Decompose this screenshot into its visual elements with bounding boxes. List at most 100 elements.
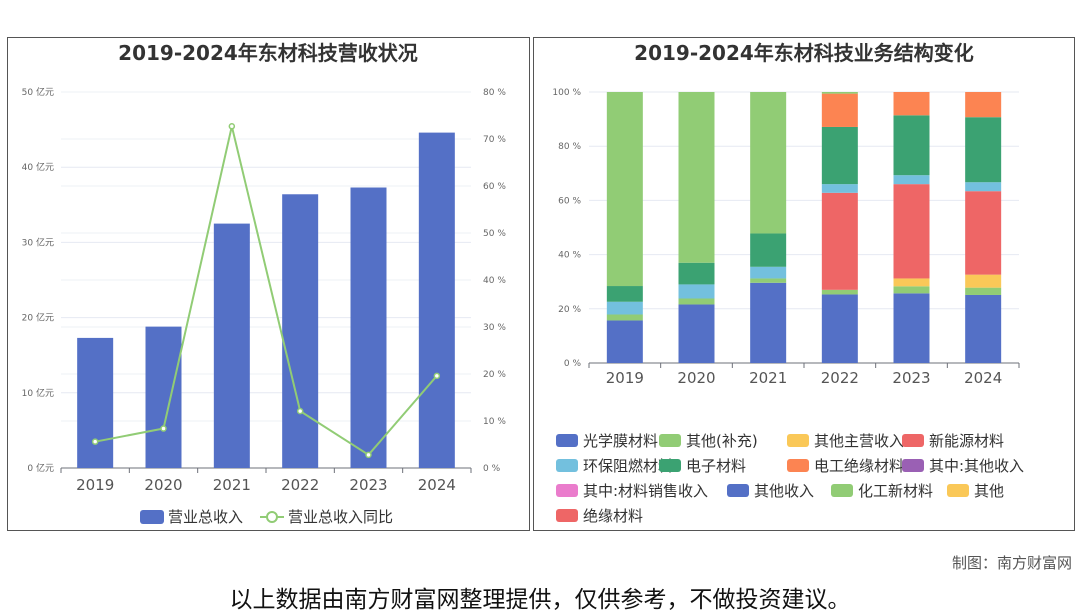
legend-swatch	[659, 459, 681, 472]
y-tick-label: 80 %	[558, 142, 581, 152]
stacked-bar-segment	[678, 284, 715, 299]
y2-tick-label: 50 %	[483, 229, 506, 239]
legend-swatch	[787, 459, 809, 472]
stacked-bar-segment	[965, 274, 1002, 288]
legend-label: 其他	[974, 482, 1004, 500]
legend-label: 其他(补充)	[686, 432, 758, 450]
stacked-bar-segment	[821, 126, 858, 185]
y-tick-label: 100 %	[552, 88, 581, 98]
legend-label: 其他主营收入	[814, 432, 904, 450]
stacked-bar-segment	[893, 115, 930, 176]
y-tick-label: 50 亿元	[22, 86, 54, 98]
y2-tick-label: 30 %	[483, 323, 506, 333]
yoy-growth-point	[228, 123, 236, 130]
stacked-bar-segment	[965, 92, 1002, 118]
legend-swatch	[556, 459, 578, 472]
stacked-bar-segment	[893, 92, 930, 116]
y2-tick-label: 80 %	[483, 88, 506, 98]
y-tick-label: 40 亿元	[22, 161, 54, 173]
legend-label: 新能源材料	[929, 432, 1004, 450]
chart-title: 2019-2024年东材科技业务结构变化	[634, 41, 974, 65]
stacked-bar-segment	[893, 293, 930, 363]
revenue-chart-panel: 2019-2024年东材科技营收状况 0 亿元 10 亿元 20 亿元 30 亿元 40 …	[7, 37, 530, 531]
business-structure-chart-panel: 2019-2024年东材科技业务结构变化 0 % 20 % 40 % 60 % 80 % 1…	[533, 37, 1075, 531]
y-tick-label: 20 %	[558, 305, 581, 315]
stacked-bar-segment	[821, 289, 858, 295]
x-tick-label: 2021	[213, 476, 251, 494]
stacked-bar-segment	[606, 320, 643, 363]
legend-swatch-yoy-marker	[266, 511, 278, 523]
stacked-bar-segment	[678, 92, 715, 263]
stacked-bar-segment	[606, 286, 643, 302]
stacked-bar-segment	[750, 92, 787, 234]
x-tick-label: 2023	[892, 369, 930, 387]
legend-label: 化工新材料	[858, 482, 933, 500]
revenue-bar	[418, 132, 455, 468]
stacked-bar-segment	[893, 175, 930, 185]
yoy-growth-point	[433, 372, 441, 380]
revenue-bar	[77, 337, 114, 468]
stacked-bar-segment	[821, 92, 858, 94]
y-tick-label: 60 %	[558, 196, 581, 206]
stacked-bar-segment	[893, 278, 930, 287]
stacked-bar-segment	[965, 182, 1002, 192]
y-tick-label: 0 亿元	[27, 462, 54, 474]
x-tick-label: 2020	[144, 476, 182, 494]
yoy-growth-point	[91, 438, 99, 445]
x-tick-label: 2021	[749, 369, 787, 387]
y2-tick-label: 20 %	[483, 370, 506, 380]
chart-title: 2019-2024年东材科技营收状况	[118, 41, 418, 65]
legend-swatch-revenue	[140, 510, 164, 524]
stacked-bar-segment	[750, 278, 787, 283]
disclaimer: 以上数据由南方财富网整理提供，仅供参考，不做投资建议。	[229, 587, 851, 613]
x-tick-label: 2023	[349, 476, 387, 494]
stacked-bar-segment	[965, 117, 1002, 183]
stacked-bar-segment	[678, 262, 715, 285]
revenue-bar	[282, 194, 319, 468]
x-tick-label: 2020	[677, 369, 715, 387]
stacked-bar-segment	[821, 192, 858, 290]
stacked-bar-segment	[821, 294, 858, 363]
y-tick-label: 20 亿元	[22, 312, 54, 324]
legend-swatch	[787, 434, 809, 447]
x-tick-label: 2019	[76, 476, 114, 494]
x-tick-label: 2024	[964, 369, 1002, 387]
stacked-bar-segment	[750, 233, 787, 267]
legend-swatch	[659, 434, 681, 447]
stacked-bar-segment	[965, 191, 1002, 275]
x-tick-label: 2022	[821, 369, 859, 387]
revenue-bar	[350, 187, 387, 468]
legend-swatch	[556, 484, 578, 497]
legend-swatch	[727, 484, 749, 497]
stacked-bar-segment	[965, 294, 1002, 363]
legend-swatch	[902, 459, 924, 472]
x-tick-label: 2019	[606, 369, 644, 387]
y-tick-label: 10 亿元	[22, 387, 54, 399]
chart-credit: 制图：南方财富网	[951, 554, 1072, 572]
legend-label: 电工绝缘材料	[814, 457, 904, 475]
legend-label: 营业总收入同比	[288, 508, 393, 526]
yoy-growth-point	[160, 425, 167, 432]
yoy-growth-point	[296, 407, 304, 415]
x-tick-label: 2022	[281, 476, 319, 494]
x-tick-label: 2024	[418, 476, 456, 494]
y-tick-label: 30 亿元	[22, 236, 54, 248]
legend-swatch	[902, 434, 924, 447]
y-tick-label: 0 %	[564, 359, 582, 369]
stacked-bar-segment	[750, 282, 787, 363]
revenue-bar	[145, 326, 182, 468]
legend-label: 环保阻燃材料	[583, 457, 673, 475]
y2-tick-label: 10 %	[483, 417, 506, 427]
legend-label: 绝缘材料	[583, 507, 643, 525]
revenue-bar	[213, 223, 250, 468]
legend-label: 电子材料	[686, 457, 746, 475]
stacked-bar-segment	[606, 301, 643, 315]
legend-swatch	[556, 434, 578, 447]
stacked-bar-segment	[965, 287, 1002, 295]
legend-label: 光学膜材料	[583, 432, 658, 450]
stacked-bar-segment	[893, 286, 930, 294]
stacked-bar-segment	[893, 184, 930, 279]
business-structure-chart: 2019-2024年东材科技业务结构变化 0 % 20 % 40 % 60 % 80 % 1…	[552, 41, 1024, 525]
yoy-growth-point	[365, 451, 372, 459]
legend-label: 其他收入	[754, 482, 814, 500]
